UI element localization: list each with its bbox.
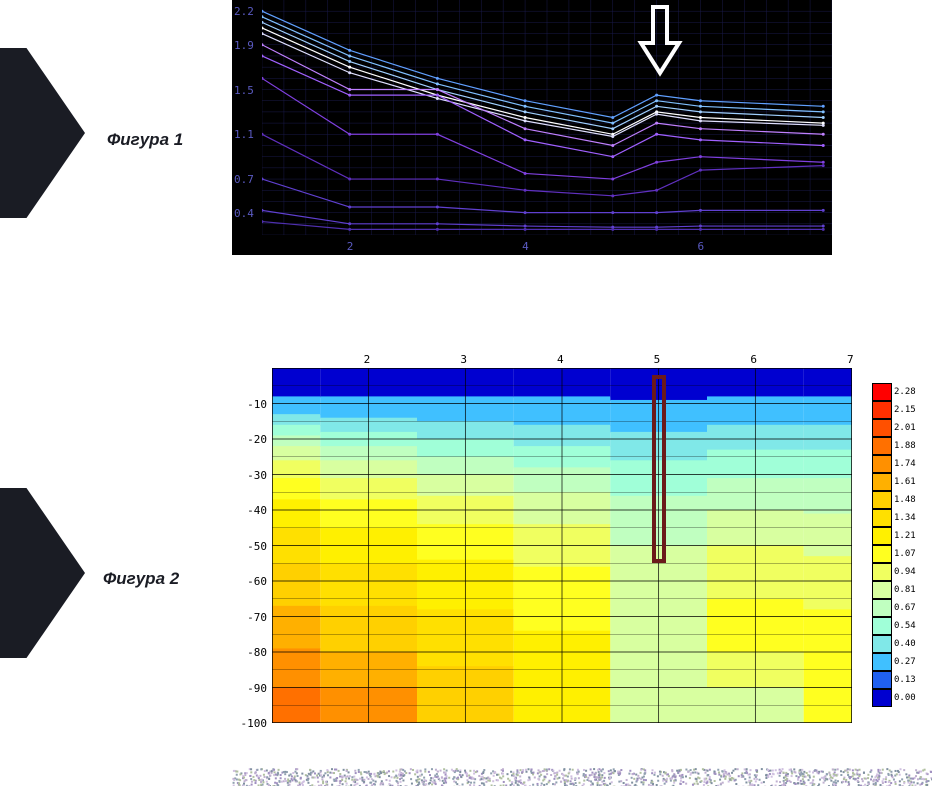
legend-swatch <box>872 455 892 473</box>
legend-row: 1.88 <box>872 437 932 455</box>
legend-value: 1.07 <box>894 549 916 559</box>
legend-row: 0.81 <box>872 581 932 599</box>
legend-value: 1.74 <box>894 459 916 469</box>
fig2-xtick: 5 <box>654 353 661 366</box>
legend-swatch <box>872 491 892 509</box>
legend-swatch <box>872 599 892 617</box>
figure-1-plot-area <box>262 0 832 235</box>
legend-value: 0.81 <box>894 585 916 595</box>
legend-row: 0.94 <box>872 563 932 581</box>
legend-value: 0.40 <box>894 639 916 649</box>
legend-value: 1.61 <box>894 477 916 487</box>
fig1-ytick: 2.2 <box>234 5 254 18</box>
fig2-xtick: 2 <box>364 353 371 366</box>
legend-row: 2.15 <box>872 401 932 419</box>
legend-row: 0.54 <box>872 617 932 635</box>
legend-swatch <box>872 689 892 707</box>
legend-value: 0.00 <box>894 693 916 703</box>
legend-row: 0.27 <box>872 653 932 671</box>
legend-value: 2.28 <box>894 387 916 397</box>
legend-swatch <box>872 437 892 455</box>
fig2-ytick: -40 <box>237 504 267 517</box>
legend-value: 1.48 <box>894 495 916 505</box>
legend-row: 2.01 <box>872 419 932 437</box>
fig2-xtick: 3 <box>460 353 467 366</box>
legend-swatch <box>872 401 892 419</box>
fig2-ytick: -100 <box>237 717 267 730</box>
fig2-ytick: -70 <box>237 611 267 624</box>
fig2-ytick: -80 <box>237 646 267 659</box>
legend-row: 1.21 <box>872 527 932 545</box>
legend-row: 0.00 <box>872 689 932 707</box>
legend-row: 1.34 <box>872 509 932 527</box>
fig1-ytick: 0.4 <box>234 207 254 220</box>
legend-swatch <box>872 617 892 635</box>
legend-swatch <box>872 653 892 671</box>
legend-value: 1.34 <box>894 513 916 523</box>
figure-2-colorbar: 2.28 2.15 2.01 1.88 1.74 1.61 1.48 1.34 1.21 1.07… <box>872 383 932 707</box>
legend-swatch <box>872 563 892 581</box>
legend-swatch <box>872 581 892 599</box>
legend-row: 1.07 <box>872 545 932 563</box>
legend-row: 1.61 <box>872 473 932 491</box>
figure-2-chart: 2.28 2.15 2.01 1.88 1.74 1.61 1.48 1.34 1.21 1.07… <box>232 353 932 753</box>
legend-swatch <box>872 545 892 563</box>
fig2-ytick: -10 <box>237 398 267 411</box>
figure-2-label: Фигура 2 <box>103 569 179 589</box>
figure-1-chart: 0.4 0.7 1.1 1.5 1.9 2.2 2 4 6 <box>232 0 832 255</box>
fig2-ytick: -20 <box>237 433 267 446</box>
fig2-ytick: -50 <box>237 540 267 553</box>
fig2-ytick: -60 <box>237 575 267 588</box>
legend-row: 0.13 <box>872 671 932 689</box>
figure-2-plot-area <box>272 368 852 723</box>
legend-swatch <box>872 473 892 491</box>
legend-value: 0.13 <box>894 675 916 685</box>
fig1-xtick: 4 <box>522 240 529 253</box>
legend-swatch <box>872 383 892 401</box>
legend-swatch <box>872 509 892 527</box>
fig2-ytick: -90 <box>237 682 267 695</box>
legend-row: 1.48 <box>872 491 932 509</box>
fig1-ytick: 1.9 <box>234 39 254 52</box>
legend-value: 0.94 <box>894 567 916 577</box>
legend-value: 0.54 <box>894 621 916 631</box>
legend-row: 0.67 <box>872 599 932 617</box>
legend-value: 1.21 <box>894 531 916 541</box>
legend-swatch <box>872 671 892 689</box>
legend-value: 2.15 <box>894 405 916 415</box>
legend-value: 1.88 <box>894 441 916 451</box>
legend-row: 0.40 <box>872 635 932 653</box>
pointer-shape-2 <box>0 488 85 658</box>
legend-swatch <box>872 527 892 545</box>
legend-value: 0.27 <box>894 657 916 667</box>
legend-value: 0.67 <box>894 603 916 613</box>
fig1-xtick: 2 <box>347 240 354 253</box>
fig2-xtick: 7 <box>847 353 854 366</box>
legend-value: 2.01 <box>894 423 916 433</box>
fig2-xtick: 4 <box>557 353 564 366</box>
fig2-xtick: 6 <box>750 353 757 366</box>
fig1-ytick: 1.5 <box>234 84 254 97</box>
figure-1-label: Фигура 1 <box>107 130 183 150</box>
fig1-ytick: 1.1 <box>234 128 254 141</box>
pointer-shape-1 <box>0 48 85 218</box>
fig2-ytick: -30 <box>237 469 267 482</box>
legend-swatch <box>872 635 892 653</box>
probe-marker <box>652 375 666 563</box>
legend-row: 1.74 <box>872 455 932 473</box>
fig1-xtick: 6 <box>697 240 704 253</box>
noise-strip <box>232 768 932 786</box>
legend-swatch <box>872 419 892 437</box>
legend-row: 2.28 <box>872 383 932 401</box>
fig1-ytick: 0.7 <box>234 173 254 186</box>
arrow-annotation-icon <box>635 3 685 78</box>
